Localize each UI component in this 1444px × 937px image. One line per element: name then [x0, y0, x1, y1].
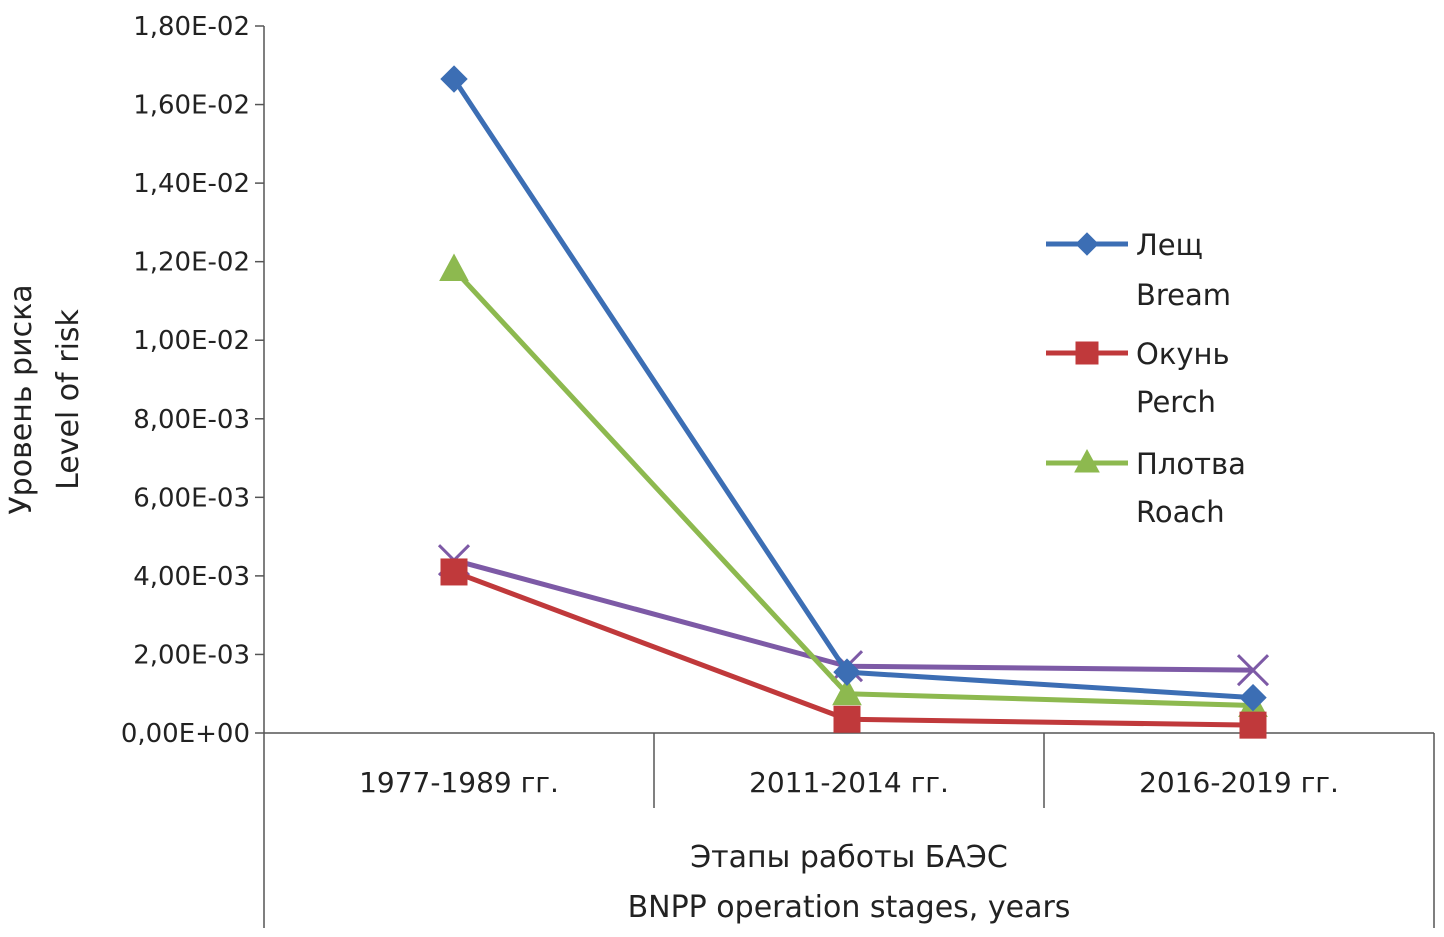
series-line: [451, 77, 1254, 701]
y-tick-label: 1,00E-02: [133, 326, 250, 356]
axes-layer: 0,00E+00 2,00E-03 4,00E-03 6,00E-03 8,00E-03…: [4, 12, 1435, 928]
legend-label-ru: Плотва: [1136, 447, 1246, 481]
data-point-marker: [832, 677, 862, 706]
series-2: [439, 253, 1268, 718]
y-tick-label: 2,00E-03: [133, 640, 250, 670]
series-1: [440, 558, 1267, 739]
x-axis-title-en: BNPP operation stages, years: [628, 890, 1071, 925]
y-tick-label: 1,20E-02: [133, 248, 250, 278]
series-layer: [437, 65, 1270, 739]
x-category-label: 1977-1989 гг.: [359, 766, 559, 799]
series-line: [452, 267, 1254, 709]
legend-item-1: Окунь Perch: [1046, 337, 1230, 419]
legend-item-2: Плотва Roach: [1046, 447, 1246, 529]
legend-marker: [1075, 232, 1099, 256]
y-axis-title-ru: Уровень риска: [4, 284, 39, 514]
x-category-label: 2011-2014 гг.: [749, 766, 949, 799]
x-axis-title-ru: Этапы работы БАЭС: [690, 840, 1008, 875]
legend-marker: [1074, 448, 1100, 473]
legend-label-en: Roach: [1136, 495, 1225, 529]
y-tick-label: 1,60E-02: [133, 91, 250, 121]
data-point-marker: [1236, 654, 1270, 687]
y-tick-label: 6,00E-03: [133, 483, 250, 513]
y-axis-title-en: Level of risk: [51, 308, 86, 489]
legend: Лещ Bream Окунь Perch Плотва Roach: [1046, 228, 1246, 529]
data-point-marker: [833, 705, 861, 733]
legend-marker: [1075, 341, 1099, 365]
data-point-marker: [440, 558, 468, 586]
data-point-marker: [439, 253, 469, 282]
legend-label-ru: Лещ: [1136, 228, 1203, 262]
x-category-label: 2016-2019 гг.: [1139, 766, 1339, 799]
legend-label-ru: Окунь: [1136, 337, 1230, 371]
data-point-marker: [440, 65, 468, 93]
legend-label-en: Bream: [1136, 278, 1231, 312]
y-tick-label: 4,00E-03: [133, 562, 250, 592]
data-point-marker: [1239, 711, 1267, 739]
y-tick-label: 1,40E-02: [133, 169, 250, 199]
legend-item-0: Лещ Bream: [1046, 228, 1231, 312]
data-point-marker: [1239, 683, 1267, 712]
y-tick-label: 0,00E+00: [121, 719, 250, 749]
data-point-marker: [833, 658, 861, 686]
y-tick-label: 1,80E-02: [133, 12, 250, 42]
marker-x-stroke: [1236, 654, 1270, 687]
series-0: [440, 65, 1267, 712]
y-tick-label: 8,00E-03: [133, 405, 250, 435]
legend-label-en: Perch: [1136, 385, 1216, 419]
